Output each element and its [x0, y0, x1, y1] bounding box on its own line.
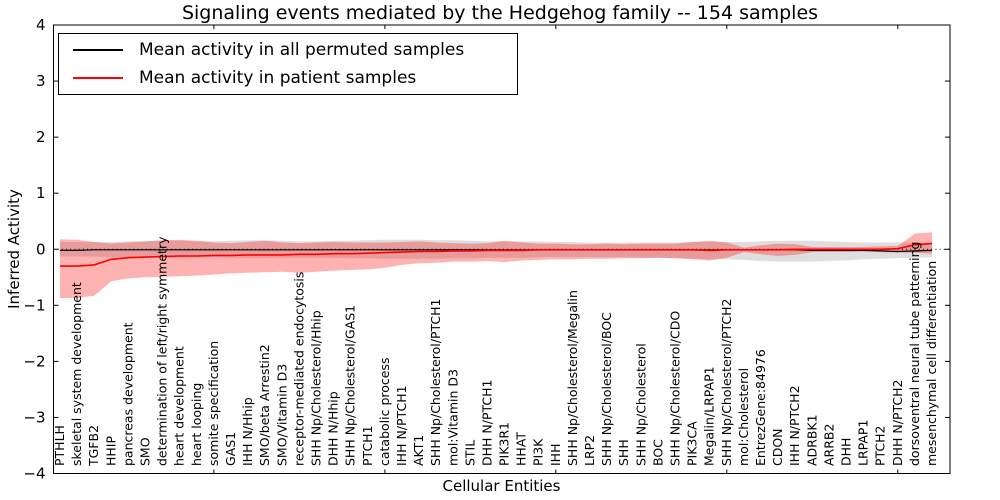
- x-category-label: SHH Np/Cholesterol/CDO: [668, 311, 683, 466]
- x-category-label: IHH N/PTCH2: [787, 385, 802, 466]
- x-category-label: HHAT: [514, 432, 529, 466]
- y-axis-label: Inferred Activity: [5, 189, 23, 309]
- legend-line-sample-black: [73, 49, 123, 51]
- x-category-label: EntrezGene:84976: [753, 349, 768, 466]
- x-category-label: IHH N/PTCH1: [394, 385, 409, 466]
- x-category-label: DHH N/Hhip: [326, 391, 341, 466]
- y-tick-label: −2: [23, 352, 45, 370]
- x-category-label: skeletal system development: [69, 282, 84, 466]
- mean-line: [60, 242, 933, 267]
- legend-item-permuted: Mean activity in all permuted samples: [73, 36, 517, 64]
- x-category-label: PIK3CA: [685, 421, 700, 466]
- x-category-label: HHIP: [103, 436, 118, 466]
- x-category-label: SHH Np/Cholesterol/PTCH1: [428, 299, 443, 467]
- x-category-label: IHH N/Hhip: [240, 397, 255, 466]
- legend-line-sample-red: [73, 77, 123, 79]
- chart-title: Signaling events mediated by the Hedgeho…: [181, 2, 819, 24]
- x-category-label: LRPAP1: [856, 420, 871, 466]
- x-axis-label: Cellular Entities: [442, 477, 561, 495]
- x-category-label: heart looping: [189, 383, 204, 466]
- y-tick-label: −3: [23, 408, 45, 426]
- x-category-label: PTHLH: [52, 425, 67, 466]
- x-category-label: mol:Vitamin D3: [445, 369, 460, 466]
- x-category-label: mol:Cholesterol: [736, 368, 751, 466]
- x-category-label: SMO/Vitamin D3: [274, 364, 289, 466]
- x-category-label: PTCH1: [360, 425, 375, 466]
- x-category-label: SHH Np/Cholesterol/GAS1: [343, 305, 358, 466]
- x-category-label: STIL: [462, 440, 477, 466]
- x-category-label: TGFB2: [86, 425, 101, 467]
- legend-label: Mean activity in patient samples: [139, 68, 417, 88]
- x-category-label: SMO/beta Arrestin2: [257, 344, 272, 466]
- x-category-label: PIK3R1: [497, 422, 512, 466]
- y-tick-label: −1: [23, 296, 45, 314]
- y-tick-label: 3: [36, 72, 46, 90]
- y-tick-label: 2: [36, 128, 46, 146]
- x-category-label: SMO: [138, 437, 153, 466]
- x-category-label: heart development: [172, 346, 187, 466]
- x-category-label: SHH Np/Cholesterol/Hhip: [309, 310, 324, 466]
- x-category-label: LRP2: [582, 435, 597, 466]
- y-tick-label: −4: [23, 465, 45, 483]
- x-category-label: SHH Np/Cholesterol/BOC: [599, 312, 614, 466]
- legend-item-patient: Mean activity in patient samples: [73, 64, 517, 92]
- x-category-label: PTCH2: [873, 425, 888, 466]
- x-category-label: BOC: [650, 439, 665, 466]
- x-category-label: SHH Np/Cholesterol/Megalin: [565, 290, 580, 466]
- std-band: [60, 232, 932, 298]
- x-category-label: Megalin/LRPAP1: [702, 366, 717, 466]
- x-category-label: AKT1: [411, 435, 426, 466]
- x-category-label: GAS1: [223, 432, 238, 466]
- x-category-label: CDON: [770, 428, 785, 466]
- y-tick-label: 1: [36, 184, 46, 202]
- x-category-label: ADRBK1: [804, 414, 819, 466]
- x-category-label: SHH: [616, 439, 631, 466]
- x-category-label: pancreas development: [120, 322, 135, 466]
- x-category-label: IHH: [548, 444, 563, 467]
- x-category-label: SHH Np/Cholesterol: [633, 343, 648, 466]
- x-category-label: catabolic process: [377, 357, 392, 466]
- y-tick-label: 0: [36, 240, 46, 258]
- x-category-label: dorsoventral neural tube patterning: [907, 242, 922, 467]
- x-category-label: SHH Np/Cholesterol/PTCH2: [719, 299, 734, 467]
- x-category-label: DHH: [839, 438, 854, 466]
- x-category-label: somite specification: [206, 341, 221, 466]
- x-category-label: determination of left/right symmetry: [155, 236, 170, 466]
- x-category-label: ARRB2: [821, 424, 836, 466]
- x-category-label: DHH N/PTCH2: [890, 380, 905, 466]
- legend-label: Mean activity in all permuted samples: [139, 40, 465, 60]
- x-category-label: DHH N/PTCH1: [480, 380, 495, 466]
- x-category-label: PI3K: [531, 438, 546, 466]
- x-category-label: receptor-mediated endocytosis: [291, 272, 306, 466]
- y-tick-label: 4: [36, 16, 46, 34]
- x-category-label: mesenchymal cell differentiation: [924, 261, 939, 466]
- legend: Mean activity in all permuted samples Me…: [58, 33, 518, 95]
